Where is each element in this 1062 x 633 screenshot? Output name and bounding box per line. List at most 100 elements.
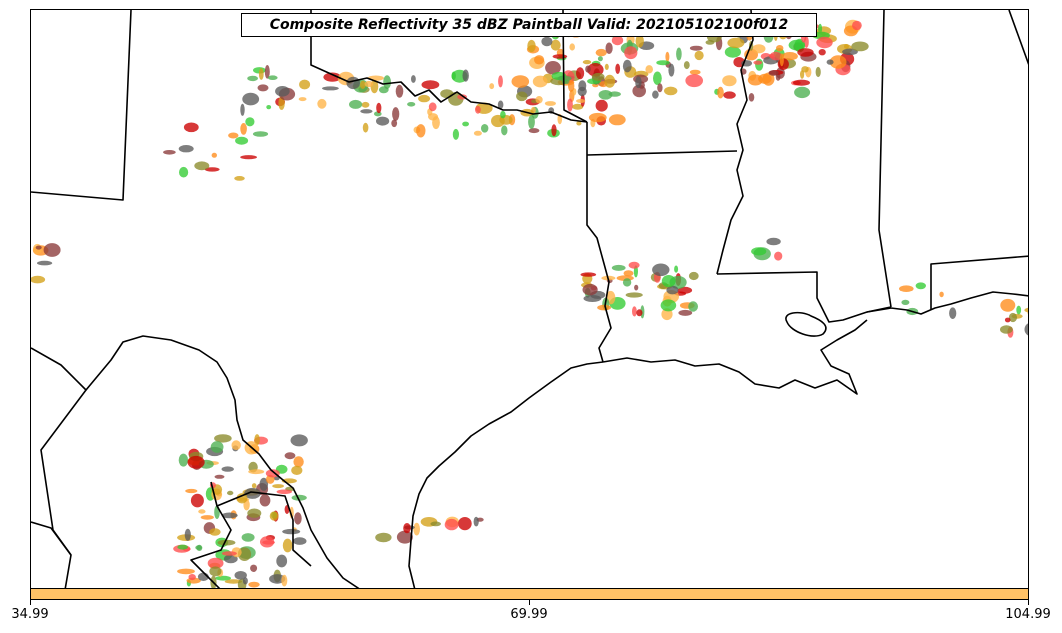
colorbar-label-mid: 69.99 [510,607,548,622]
reflectivity-blob [1004,317,1011,323]
reflectivity-blob [416,124,426,138]
colorbar-tick-left [30,600,31,605]
reflectivity-blob [234,571,247,580]
reflectivity-blob [652,263,670,277]
border-rio-grande [31,335,360,588]
reflectivity-blob [200,515,214,520]
reflectivity-blob [244,487,261,499]
border-nm-tx [31,10,132,201]
reflectivity-blob [241,533,255,542]
reflectivity-blob [322,86,339,91]
reflectivity-blob [215,575,231,581]
reflectivity-blob [452,128,459,140]
reflectivity-blob [1024,307,1028,313]
reflectivity-blob [653,71,662,85]
reflectivity-blob [851,41,869,52]
border-mexico-states-a [40,389,87,588]
colorbar [30,588,1029,600]
reflectivity-blob [258,68,264,80]
border-al-fl [930,255,1028,310]
reflectivity-blob [753,60,763,65]
reflectivity-blob [217,539,236,546]
reflectivity-blob [748,93,755,102]
reflectivity-blob [481,124,489,133]
reflectivity-blob [224,579,243,584]
reflectivity-blob [567,98,573,112]
map-title: Composite Reflectivity 35 dBZ Paintball … [241,13,817,37]
reflectivity-blob [557,75,572,81]
reflectivity-blob [177,568,195,575]
reflectivity-blob [511,75,530,88]
reflectivity-blob [473,516,479,527]
reflectivity-blob [214,474,225,479]
reflectivity-blob [723,91,736,99]
reflectivity-blob [551,124,557,137]
reflectivity-blob [178,453,189,467]
reflectivity-blob [611,35,624,46]
reflectivity-blob [717,86,724,99]
reflectivity-blob [685,74,703,88]
reflectivity-blob [276,554,288,568]
reflectivity-blob [800,70,805,79]
reflectivity-blob [665,51,670,62]
reflectivity-blob [793,79,810,86]
coast-louisiana [602,319,868,395]
border-ok-tx-red-river [310,10,588,123]
border-ms-al [878,10,892,308]
reflectivity-blob [689,45,703,51]
reflectivity-blob [475,105,481,114]
reflectivity-blob [664,86,678,96]
reflectivity-blob [291,465,303,475]
coast-ms-al-fl [866,291,1028,315]
reflectivity-blob [535,96,543,104]
reflectivity-blob [1016,305,1022,315]
reflectivity-blob [195,545,202,550]
border-mexico-states-d [216,491,312,567]
reflectivity-blob [604,63,609,70]
reflectivity-blob [223,554,238,564]
reflectivity-blob [622,278,632,287]
reflectivity-blob [254,434,260,446]
reflectivity-blob [292,537,307,545]
reflectivity-blob [826,59,834,65]
reflectivity-blob [376,116,390,126]
reflectivity-blob [516,91,528,102]
reflectivity-blob [661,275,676,288]
reflectivity-blob [915,282,926,290]
reflectivity-blob [317,98,327,109]
reflectivity-blob [294,512,302,525]
reflectivity-blob [234,176,245,181]
reflectivity-blob [497,100,504,109]
reflectivity-blob [899,285,914,293]
reflectivity-blob [768,53,775,59]
reflectivity-blob [624,46,638,60]
reflectivity-blob [1000,298,1016,312]
reflectivity-blob [528,128,540,134]
reflectivity-blob [766,237,781,246]
reflectivity-blob [634,284,639,291]
reflectivity-blob [666,285,679,295]
reflectivity-blob [595,48,607,57]
reflectivity-blob [842,48,858,56]
reflectivity-blob [43,243,61,257]
reflectivity-blob [770,51,782,61]
border-ar-la [586,150,738,156]
map-canvas [31,10,1028,588]
reflectivity-blob [604,74,616,88]
reflectivity-blob [375,532,392,543]
reflectivity-blob [569,43,575,51]
reflectivity-blob [276,489,292,495]
reflectivity-blob [645,65,653,74]
colorbar-label-min: 34.99 [11,607,49,622]
reflectivity-blob [816,36,833,49]
reflectivity-blob [299,79,311,90]
reflectivity-blob [240,155,257,160]
reflectivity-blob [622,59,632,73]
reflectivity-blob [282,538,293,553]
reflectivity-blob [407,102,416,107]
reflectivity-blob [545,61,561,75]
reflectivity-blob [349,99,363,109]
reflectivity-blob [247,75,258,82]
reflectivity-blob [473,130,482,136]
reflectivity-blob [260,536,275,548]
